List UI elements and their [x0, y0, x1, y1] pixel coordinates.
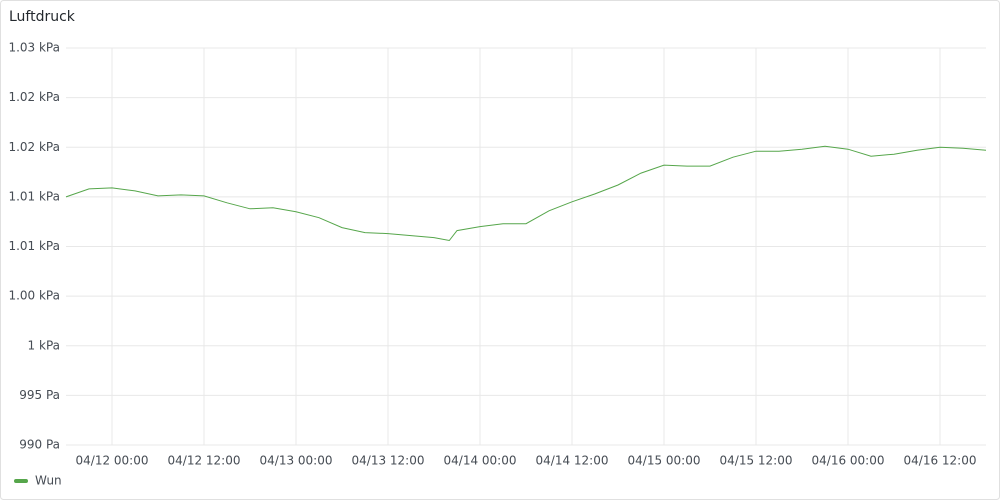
x-tick-label: 04/16 12:00: [904, 454, 977, 468]
x-tick-label: 04/12 00:00: [76, 454, 149, 468]
legend-swatch: [14, 479, 28, 483]
y-tick-label: 1.03 kPa: [8, 41, 60, 55]
x-tick-label: 04/16 00:00: [812, 454, 885, 468]
y-tick-label: 990 Pa: [19, 438, 60, 452]
y-tick-label: 1.02 kPa: [8, 140, 60, 154]
y-tick-label: 1.01 kPa: [8, 239, 60, 253]
x-tick-label: 04/15 12:00: [720, 454, 793, 468]
y-tick-label: 1 kPa: [28, 338, 60, 352]
y-tick-label: 1.02 kPa: [8, 90, 60, 104]
x-tick-label: 04/12 12:00: [168, 454, 241, 468]
line-series: [65, 145, 987, 242]
y-tick-label: 1.00 kPa: [8, 289, 60, 303]
x-tick-label: 04/13 12:00: [352, 454, 425, 468]
y-tick-label: 1.01 kPa: [8, 189, 60, 203]
panel-title: Luftdruck: [9, 9, 76, 25]
y-tick-label: 995 Pa: [19, 388, 60, 402]
x-tick-label: 04/14 12:00: [536, 454, 609, 468]
legend-label: Wun: [35, 474, 62, 488]
x-tick-label: 04/13 00:00: [260, 454, 333, 468]
x-tick-label: 04/15 00:00: [628, 454, 701, 468]
x-tick-label: 04/14 00:00: [444, 454, 517, 468]
